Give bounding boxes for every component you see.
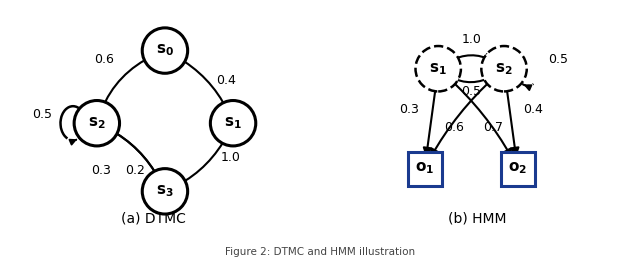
Text: 0.2: 0.2	[125, 164, 145, 178]
Text: $\mathbf{s_3}$: $\mathbf{s_3}$	[156, 183, 174, 199]
Circle shape	[415, 46, 461, 91]
Text: $\mathbf{s_0}$: $\mathbf{s_0}$	[156, 43, 174, 58]
Text: 0.7: 0.7	[483, 121, 502, 134]
Text: 0.3: 0.3	[399, 103, 419, 116]
Circle shape	[142, 169, 188, 214]
Circle shape	[74, 101, 120, 146]
Text: 1.0: 1.0	[221, 151, 241, 164]
Text: $\mathbf{s_2}$: $\mathbf{s_2}$	[88, 115, 106, 131]
Text: 0.4: 0.4	[524, 103, 543, 116]
Circle shape	[142, 28, 188, 73]
Text: 0.6: 0.6	[444, 121, 464, 134]
Text: 0.3: 0.3	[92, 164, 111, 178]
Text: 0.4: 0.4	[216, 74, 236, 87]
Text: $\mathbf{s_1}$: $\mathbf{s_1}$	[224, 115, 242, 131]
Bar	[408, 152, 442, 186]
Text: $\mathbf{o_2}$: $\mathbf{o_2}$	[508, 161, 527, 176]
Text: (b) HMM: (b) HMM	[447, 211, 506, 225]
Text: 0.5: 0.5	[461, 85, 481, 98]
Text: 0.5: 0.5	[548, 53, 568, 66]
Bar	[500, 152, 534, 186]
Text: 0.5: 0.5	[33, 108, 52, 121]
Text: 1.0: 1.0	[461, 33, 481, 46]
Text: $\mathbf{s_2}$: $\mathbf{s_2}$	[495, 61, 513, 77]
Text: $\mathbf{o_1}$: $\mathbf{o_1}$	[415, 161, 434, 176]
Circle shape	[211, 101, 256, 146]
Text: $\mathbf{s_1}$: $\mathbf{s_1}$	[429, 61, 447, 77]
Circle shape	[481, 46, 527, 91]
Text: Figure 2: DTMC and HMM illustration: Figure 2: DTMC and HMM illustration	[225, 247, 415, 257]
Text: 0.6: 0.6	[93, 53, 113, 66]
Text: (a) DTMC: (a) DTMC	[121, 211, 186, 225]
